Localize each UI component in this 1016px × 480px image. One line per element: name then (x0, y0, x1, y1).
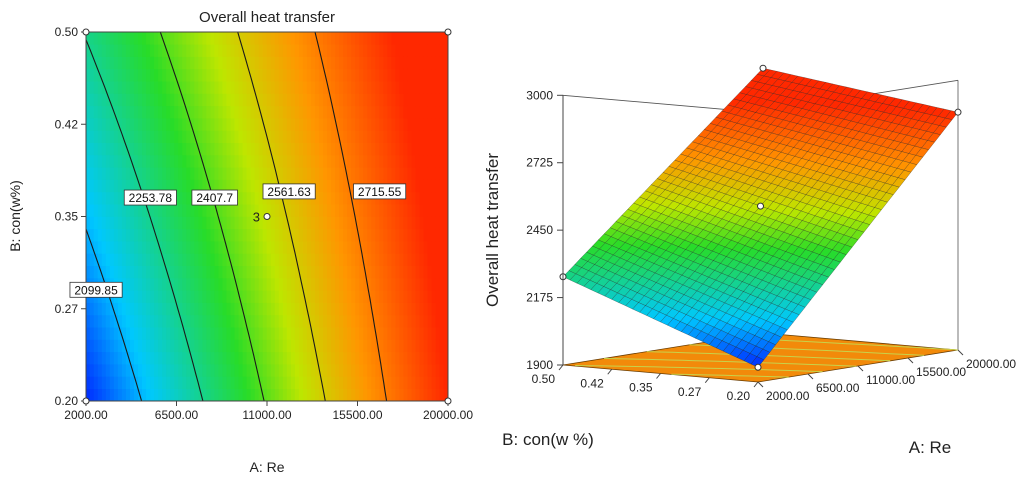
surface-plot: 1900 2175 2450 2725 3000 0.20 0.27 0.35 0.42 0.5… (483, 64, 1016, 457)
b-tick-label: 0.50 (532, 372, 556, 386)
y-tick-label: 0.35 (55, 210, 79, 224)
a-tick-mark (957, 349, 964, 356)
contour-label-box (123, 189, 177, 206)
contour-label: 2099.85 (74, 283, 118, 297)
floor-contour (603, 357, 857, 367)
contour-label-box (69, 281, 123, 298)
z-tick-label: 2450 (526, 223, 553, 237)
surface-design-point (759, 64, 767, 72)
z-tick-label: 1900 (526, 358, 553, 372)
z-ticks: 1900 2175 2450 2725 3000 (526, 88, 564, 372)
a-tick-mark (857, 365, 864, 372)
design-point (444, 28, 452, 36)
contour-label: 2253.78 (129, 191, 173, 205)
design-point (263, 213, 271, 220)
contour-title: Overall heat transfer (199, 9, 335, 26)
floor-contour (646, 351, 891, 362)
b-tick-mark (558, 364, 564, 371)
b-tick-label: 0.42 (580, 376, 604, 390)
y-ticks: 0.20 0.27 0.35 0.42 0.50 (55, 25, 86, 408)
contour-label: 2561.63 (267, 185, 311, 199)
y-tick-label: 0.50 (55, 25, 79, 39)
surface-center-point (757, 202, 764, 210)
contour-plot: Overall heat transfer 2000.00 6500.00 1100… (7, 9, 473, 475)
x-tick-label: 2000.00 (64, 408, 108, 422)
contour-lines (86, 32, 388, 401)
contour-label: 2407.7 (196, 191, 233, 205)
contour-label: 2715.55 (358, 185, 402, 199)
x-tick-label: 20000.00 (423, 408, 473, 422)
x-ticks: 2000.00 6500.00 11000.00 15500.00 20000.00 (64, 401, 473, 422)
z-tick-label: 3000 (526, 88, 553, 102)
design-point-label: 3 (253, 210, 260, 225)
a-tick-mark (907, 357, 914, 364)
x-tick-label: 6500.00 (155, 408, 199, 422)
a-axis-title: A: Re (909, 438, 952, 457)
x-axis-title: A: Re (249, 459, 284, 475)
b-tick-mark (607, 368, 613, 375)
a-tick-label: 11000.00 (866, 373, 915, 387)
b-tick-mark (656, 373, 661, 379)
contour-line (159, 32, 265, 401)
b-tick-label: 0.27 (678, 385, 702, 399)
b-tick-label: 0.35 (629, 381, 653, 395)
y-axis-title: B: con(w%) (7, 180, 23, 252)
x-tick-label: 15500.00 (332, 408, 382, 422)
z-axis-title: Overall heat transfer (483, 153, 502, 307)
a-tick-label: 6500.00 (816, 381, 860, 395)
a-tick-label: 2000.00 (766, 389, 810, 403)
surface-cell (750, 356, 765, 368)
design-point (444, 397, 452, 405)
x-tick-label: 11000.00 (242, 408, 291, 422)
design-points: 3 (82, 28, 452, 405)
z-tick-label: 2725 (526, 156, 553, 170)
contour-label-box (262, 183, 316, 200)
a-tick-mark (807, 373, 814, 380)
design-point (82, 28, 90, 36)
contour-line (86, 38, 204, 401)
floor-contour (671, 373, 789, 378)
contour-line (314, 32, 388, 401)
design-point (82, 397, 90, 405)
b-axis-title: B: con(w %) (502, 430, 594, 449)
y-tick-label: 0.42 (55, 117, 79, 131)
b-tick-label: 0.20 (727, 389, 751, 403)
surface-design-point (754, 363, 762, 371)
contour-label-box (353, 183, 407, 200)
contour-label-box (191, 189, 238, 206)
contour-line (86, 227, 143, 401)
floor-contour (575, 365, 823, 373)
b-tick-mark (753, 381, 759, 388)
contour-labels: 2099.85 2253.78 2407.7 2561.63 2715.55 (69, 183, 407, 298)
z-tick-label: 2175 (526, 291, 553, 305)
a-tick-label: 20000.00 (966, 357, 1016, 371)
surface-design-point (954, 108, 962, 116)
response-surface (559, 64, 962, 371)
contour-line (237, 32, 326, 401)
y-tick-label: 0.27 (55, 302, 79, 316)
b-tick-mark (704, 377, 710, 384)
a-tick-label: 15500.00 (916, 365, 966, 379)
y-tick-label: 0.20 (55, 394, 79, 408)
b-ticks: 0.20 0.27 0.35 0.42 0.50 (532, 364, 759, 403)
a-tick-mark (757, 381, 764, 388)
